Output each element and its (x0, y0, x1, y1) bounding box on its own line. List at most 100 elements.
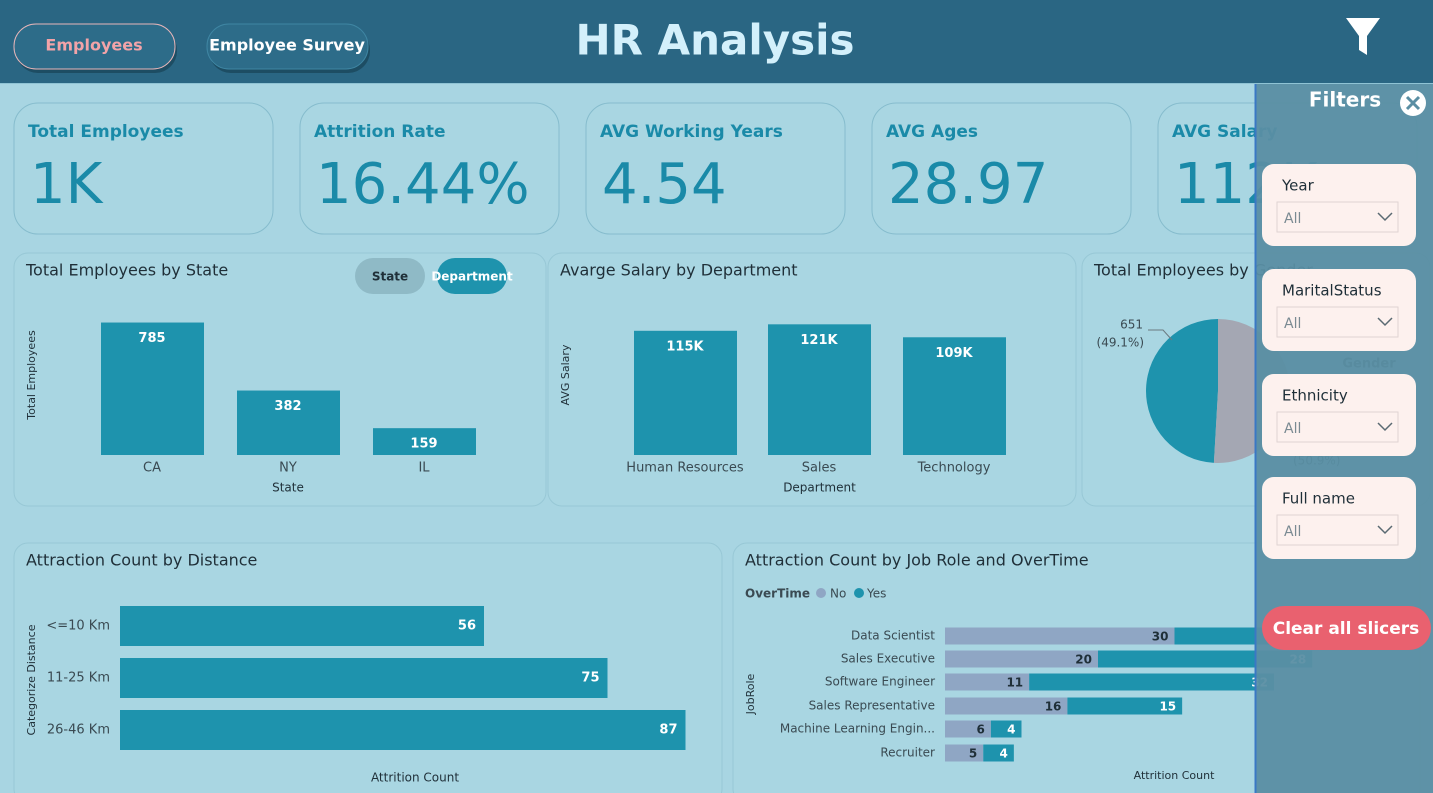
tab-label[interactable]: Employee Survey (209, 36, 365, 55)
leader-line (1148, 329, 1173, 341)
kpi-label: AVG Salary (1172, 122, 1278, 142)
kpi-card (13, 102, 274, 235)
toggle-label[interactable]: Department (431, 270, 513, 284)
kpi-label: AVG Working Years (600, 122, 783, 142)
close-icon[interactable] (1405, 95, 1421, 111)
y-tick-label: Software Engineer (825, 675, 935, 689)
bar-segment (990, 720, 1022, 738)
kpi-label: Attrition Rate (314, 122, 446, 142)
slicer-value[interactable]: All (1284, 524, 1301, 540)
filter-icon[interactable] (1346, 18, 1380, 55)
dropdown-chevron (1377, 525, 1393, 535)
toggle-button[interactable] (355, 258, 425, 294)
slicer-label: Ethnicity (1282, 387, 1348, 405)
x-tick-label: CA (143, 461, 161, 476)
tab[interactable] (13, 23, 176, 70)
slicer-value[interactable]: All (1284, 211, 1301, 227)
kpi-value: 16.44% (316, 152, 530, 217)
y-axis-label: Categorize Distance (25, 624, 38, 735)
clear-button-label[interactable]: Clear all slicers (1273, 619, 1420, 639)
x-axis-label: State (272, 481, 304, 495)
data-label: 87 (659, 723, 677, 738)
legend-title: OverTime (745, 587, 810, 601)
toggle-button[interactable] (437, 258, 507, 294)
y-tick-label: 11-25 Km (47, 671, 110, 686)
chart-title: Attraction Count by Distance (26, 551, 257, 570)
x-tick-label: NY (279, 461, 297, 476)
bar-segment (945, 697, 1068, 715)
x-tick-label: Technology (917, 461, 991, 476)
legend-label: Yes (866, 587, 886, 601)
dropdown-chevron (1377, 317, 1393, 327)
kpi-card (871, 102, 1132, 235)
data-label: 159 (410, 437, 437, 452)
y-tick-label: Sales Executive (841, 652, 935, 666)
data-label: 4 (1007, 723, 1015, 737)
y-tick-label: Sales Representative (809, 699, 935, 713)
slicer-label: MaritalStatus (1282, 282, 1382, 300)
kpi-label: AVG Ages (886, 122, 978, 142)
data-label: 56 (458, 619, 476, 634)
slicer-dropdown[interactable] (1276, 306, 1399, 338)
data-label: 4 (999, 747, 1007, 761)
y-tick-label: 26-46 Km (47, 723, 110, 738)
legend-marker (816, 588, 826, 598)
bar-segment (945, 720, 991, 738)
slicer-label: Year (1281, 177, 1315, 195)
tab[interactable] (206, 23, 369, 70)
pie-value-label: 651 (1120, 318, 1143, 332)
slicer-value[interactable]: All (1284, 421, 1301, 437)
kpi-card (299, 102, 560, 235)
kpi-label: Total Employees (28, 122, 184, 142)
data-label: 16 (1045, 700, 1062, 714)
kpi-card (585, 102, 846, 235)
data-label: 109K (935, 346, 973, 361)
pie-percent-label: (49.1%) (1097, 336, 1144, 350)
chart-title: Attraction Count by Job Role and OverTim… (745, 551, 1089, 570)
x-axis-label: Department (783, 481, 856, 495)
toggle-label[interactable]: State (372, 270, 408, 284)
bar-segment (945, 627, 1175, 645)
chart-title: Avarge Salary by Department (560, 261, 798, 280)
bar-segment (1067, 697, 1183, 715)
bar-segment (1029, 673, 1274, 691)
data-label: 11 (1006, 676, 1023, 690)
bar (237, 390, 340, 455)
y-axis-label: Total Employees (25, 330, 38, 421)
y-tick-label: Data Scientist (851, 629, 935, 643)
data-label: 6 (977, 723, 985, 737)
slicer-dropdown[interactable] (1276, 411, 1399, 443)
kpi-value: 28.97 (888, 152, 1048, 217)
bar (634, 330, 737, 455)
clear-button[interactable] (1262, 606, 1431, 650)
bar (120, 658, 608, 698)
slicer-dropdown[interactable] (1276, 514, 1399, 546)
data-label: 121K (800, 333, 838, 348)
x-tick-label: IL (418, 461, 430, 476)
legend-marker (854, 588, 864, 598)
bar (101, 322, 204, 455)
slicer-dropdown[interactable] (1276, 201, 1399, 233)
pie-slice (1146, 319, 1218, 463)
page-title: HR Analysis (575, 16, 854, 65)
bar (120, 606, 484, 646)
bar-segment (945, 673, 1030, 691)
dropdown-chevron (1377, 422, 1393, 432)
bar (768, 324, 871, 455)
data-label: 5 (969, 747, 977, 761)
y-axis-label: AVG Salary (559, 344, 572, 405)
x-axis-label: Attrition Count (371, 771, 459, 785)
y-tick-label: Recruiter (880, 746, 935, 760)
x-axis-label: Attrition Count (1134, 769, 1215, 782)
data-label: 785 (138, 331, 165, 346)
slicer-value[interactable]: All (1284, 316, 1301, 332)
data-label: 115K (666, 339, 704, 354)
chart-title: Total Employees by State (25, 261, 228, 280)
x-tick-label: Human Resources (626, 461, 744, 476)
data-label: 30 (1152, 630, 1169, 644)
slicer-label: Full name (1282, 490, 1355, 508)
tab-label[interactable]: Employees (45, 36, 142, 55)
legend-label: No (830, 587, 846, 601)
